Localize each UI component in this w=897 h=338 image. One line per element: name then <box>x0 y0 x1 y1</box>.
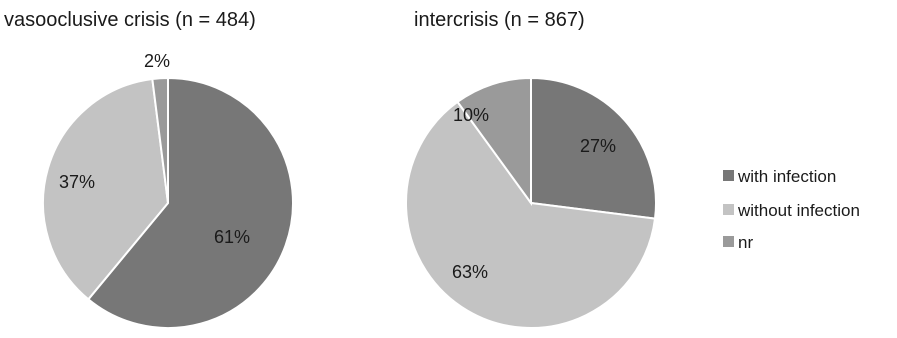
pie-slice-with-infection <box>86 76 294 329</box>
pie-slice-without-infection <box>42 77 170 301</box>
legend-item-nr: nr <box>723 233 753 252</box>
legend-label-with-infection: with infection <box>737 167 836 186</box>
legend: with infection without infection nr <box>723 167 860 252</box>
legend-item-without-infection: without infection <box>723 201 860 220</box>
chart-title-intercrisis: intercrisis (n = 867) <box>414 9 585 31</box>
data-label-nr: 10% <box>453 105 489 125</box>
pie-slice-with-infection <box>530 76 657 220</box>
legend-item-with-infection: with infection <box>723 167 836 186</box>
legend-label-nr: nr <box>738 233 753 252</box>
data-label-nr: 2% <box>144 51 170 71</box>
pie-chart-vasooclusive: 61% 37% 2% <box>42 51 294 329</box>
legend-swatch-without-infection <box>723 204 734 215</box>
pie-slice-nr <box>151 76 169 204</box>
data-label-without-infection: 63% <box>452 262 488 282</box>
data-label-with-infection: 27% <box>580 136 616 156</box>
pie-slice-nr <box>456 76 532 207</box>
legend-swatch-with-infection <box>723 170 734 181</box>
pie-chart-intercrisis: 27% 63% 10% <box>405 76 657 329</box>
pie-slice-without-infection <box>405 100 657 329</box>
data-label-with-infection: 61% <box>214 227 250 247</box>
legend-swatch-nr <box>723 236 734 247</box>
data-label-without-infection: 37% <box>59 172 95 192</box>
legend-label-without-infection: without infection <box>737 201 860 220</box>
chart-title-vasooclusive: vasooclusive crisis (n = 484) <box>4 9 256 31</box>
